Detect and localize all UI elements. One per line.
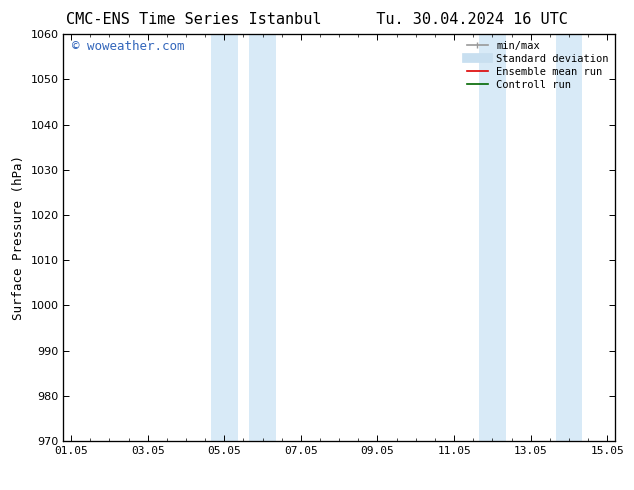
Text: © woweather.com: © woweather.com <box>72 40 184 53</box>
Bar <box>479 34 506 441</box>
Bar <box>249 34 276 441</box>
Y-axis label: Surface Pressure (hPa): Surface Pressure (hPa) <box>12 155 25 320</box>
Legend: min/max, Standard deviation, Ensemble mean run, Controll run: min/max, Standard deviation, Ensemble me… <box>463 36 613 94</box>
Text: CMC-ENS Time Series Istanbul      Tu. 30.04.2024 16 UTC: CMC-ENS Time Series Istanbul Tu. 30.04.2… <box>66 12 568 27</box>
Bar <box>555 34 583 441</box>
Bar <box>211 34 238 441</box>
